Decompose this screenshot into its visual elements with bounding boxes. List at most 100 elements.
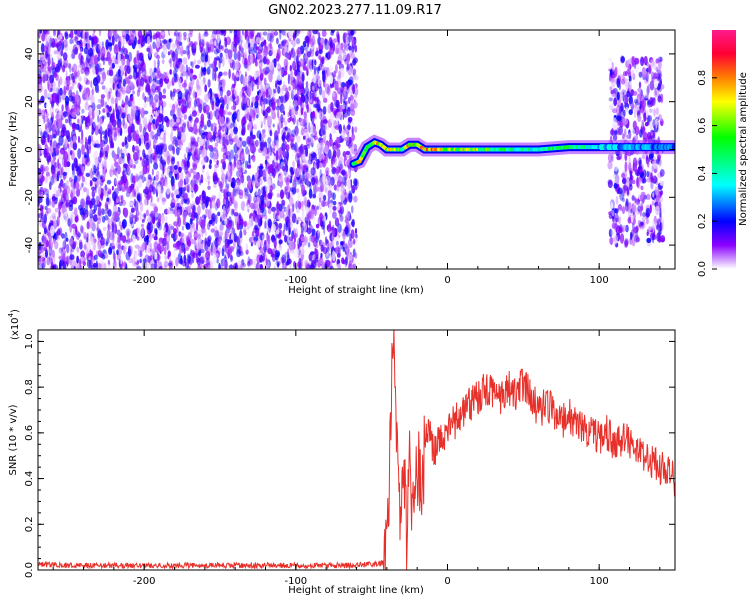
spectrogram-noise-blob — [167, 254, 170, 260]
spectrogram-noise-blob — [335, 244, 339, 255]
spectrogram-noise-blob — [207, 79, 211, 88]
spectrogram-noise-blob — [247, 62, 252, 72]
spectrogram-noise-blob — [111, 221, 115, 233]
spectrogram-noise-blob — [136, 88, 140, 97]
spectrogram-noise-blob — [117, 235, 120, 244]
spectrogram-noise-blob — [180, 232, 184, 238]
spectrogram-noise-blob — [222, 71, 228, 76]
spectrogram-noise-blob — [194, 141, 199, 148]
spectrogram-noise-blob — [322, 90, 326, 100]
spectrogram-noise-blob — [103, 262, 107, 269]
spectrogram-noise-blob — [280, 95, 284, 103]
spectrogram-noise-blob — [107, 188, 112, 195]
spectrogram-noise-blob — [45, 33, 48, 42]
spectrogram-noise-blob — [151, 216, 155, 224]
spectrogram-noise-blob — [310, 241, 313, 250]
spectrogram-noise-blob — [282, 256, 285, 265]
spectrogram-noise-blob — [257, 75, 263, 86]
spectrogram-noise-blob — [324, 38, 328, 46]
spectrogram-noise-blob — [124, 101, 129, 109]
spectrogram-noise-blob — [336, 180, 341, 188]
spectrogram-noise-blob — [332, 192, 336, 201]
spectrogram-noise-blob — [273, 210, 276, 221]
spectrogram-noise-blob — [215, 135, 221, 144]
spectrogram-noise-blob — [328, 220, 332, 229]
spectrogram-noise-blob — [72, 63, 78, 74]
spectrogram-noise-blob — [175, 241, 180, 250]
spectrogram-noise-blob — [129, 201, 134, 207]
spectrogram-noise-blob — [149, 243, 152, 248]
spectrogram-noise-blob — [171, 192, 174, 199]
spectrogram-noise-blob — [227, 206, 231, 212]
spectrogram-noise-blob — [341, 257, 345, 264]
spectrogram-noise-blob — [78, 239, 83, 246]
spectrogram-noise-blob — [146, 235, 149, 246]
spectrogram-noise-blob — [59, 259, 65, 267]
spectrogram-noise-blob — [303, 165, 309, 171]
spectrogram-noise-blob — [98, 30, 102, 37]
spectrogram-noise-blob — [353, 178, 358, 187]
spectrogram-noise-blob — [236, 249, 241, 258]
spectrogram-noise-blob — [279, 43, 283, 50]
spectrogram-noise-blob — [160, 148, 163, 156]
spectrogram-noise-blob — [128, 51, 133, 63]
spectrogram-noise-blob — [308, 122, 311, 134]
spectrogram-noise-blob — [281, 30, 286, 36]
spectrogram-noise-blob — [62, 237, 65, 248]
spectrogram-noise-blob — [61, 208, 67, 213]
spectrogram-noise-blob — [88, 64, 92, 70]
spectrogram-noise-blob — [261, 129, 266, 134]
spectrogram-noise-blob — [147, 121, 152, 133]
spectrogram-noise-blob — [101, 85, 106, 90]
spectrogram-noise-blob — [64, 31, 68, 37]
spectrogram-noise-blob — [221, 248, 225, 257]
spectrogram-noise-blob — [334, 80, 339, 91]
spectrogram-noise-blob — [345, 44, 349, 52]
spectrogram-noise-blob — [160, 155, 163, 165]
spectrogram-noise-blob — [275, 150, 279, 161]
spectrogram-noise-blob — [102, 226, 107, 231]
spectrogram-noise-blob — [184, 261, 189, 269]
spectrogram-noise-blob — [54, 235, 58, 241]
spectrogram-noise-blob — [83, 232, 87, 240]
spectrogram-noise-blob — [69, 150, 73, 156]
spectrogram-noise-blob — [333, 120, 338, 129]
spectrogram-noise-blob — [80, 47, 83, 53]
spectrogram-noise-blob — [315, 186, 320, 192]
spectrogram-noise-blob — [94, 83, 99, 94]
spectrogram-noise-blob — [138, 236, 143, 241]
spectrogram-noise-blob — [639, 129, 643, 138]
spectrogram-noise-blob — [265, 88, 269, 99]
spectrogram-noise-blob — [200, 174, 204, 183]
spectrogram-noise-blob — [337, 223, 342, 234]
spectrogram-noise-blob — [276, 99, 279, 104]
spectrogram-noise-blob — [246, 36, 249, 46]
spectrogram-noise-blob — [322, 241, 325, 252]
spectrogram-noise-blob — [97, 179, 102, 184]
spectrogram-noise-blob — [78, 30, 81, 34]
spectrogram-noise-blob — [233, 110, 237, 116]
spectrogram-noise-blob — [228, 68, 231, 79]
spectrogram-noise-blob — [281, 199, 286, 206]
spectrogram-noise-blob — [146, 35, 151, 45]
spectrogram-noise-blob — [223, 148, 226, 154]
spectrogram-noise-blob — [195, 214, 200, 220]
spectrogram-noise-blob — [169, 223, 174, 232]
spectrogram-noise-blob — [251, 81, 254, 92]
spectrogram-noise-blob — [206, 61, 209, 67]
spectrogram-noise-blob — [278, 239, 283, 245]
spectrogram-noise-blob — [161, 214, 165, 224]
spectrogram-noise-blob — [60, 213, 65, 222]
spectrogram-noise-blob — [121, 152, 125, 159]
spectrogram-noise-blob — [40, 211, 44, 220]
spectrogram-noise-blob — [113, 131, 117, 142]
spectrogram-noise-blob — [161, 197, 167, 203]
spectrogram-noise-blob — [208, 163, 212, 170]
spectrogram-noise-blob — [53, 147, 56, 152]
spectrogram-noise-blob — [119, 236, 124, 241]
spectrogram-noise-blob — [345, 217, 348, 224]
spectrogram-noise-blob — [222, 259, 226, 266]
spectrogram-noise-blob — [320, 147, 325, 152]
spectrogram-noise-blob — [325, 247, 331, 252]
